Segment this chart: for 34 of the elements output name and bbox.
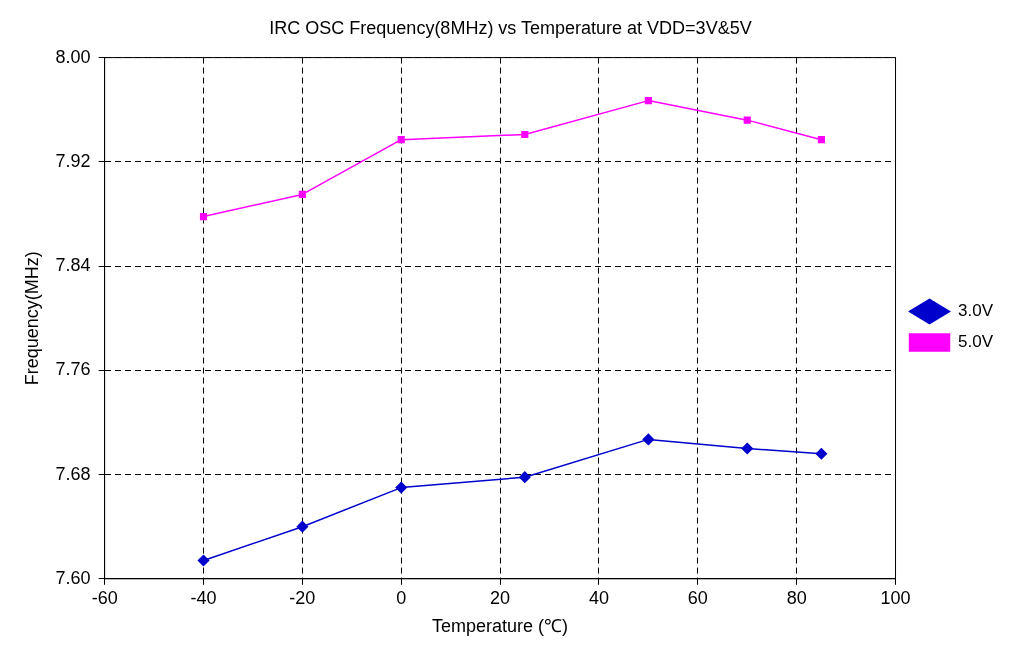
x-tick-label: 80 [786,587,807,608]
legend-label: 5.0V [958,332,994,352]
x-tick-label: -20 [289,587,316,608]
point [395,481,407,494]
point [298,190,306,198]
y-tick-label: 7.92 [55,150,91,171]
x-tick-label: 100 [880,587,911,608]
chart-title: IRC OSC Frequency(8MHz) vs Temperature at VDD=3V&5V [269,17,752,38]
y-axis-title: Frequency(MHz) [21,251,42,386]
y-tick-label: 7.68 [55,463,91,484]
x-tick-label: 0 [396,587,407,608]
point [199,212,208,221]
y-tick-label: 7.84 [55,255,91,276]
x-axis-title: Temperature (℃) [432,616,569,637]
y-tick-label: 7.76 [55,359,91,380]
y-tick-label: 7.60 [55,567,91,588]
x-tick-label: 40 [588,587,609,608]
point [743,116,751,124]
point [741,442,753,455]
point [644,97,652,105]
point [519,471,531,483]
y-tick-label: 8.00 [55,46,91,67]
x-tick-label: -40 [190,587,217,608]
point [521,130,529,139]
point [815,447,828,460]
x-tick-label: -60 [91,587,118,608]
point [197,554,210,567]
point [817,136,825,144]
x-tick-label: 60 [687,587,708,608]
point [642,433,655,446]
legend-label: 3.0V [958,301,994,321]
point [296,520,309,533]
point [397,136,405,144]
x-tick-label: 20 [490,587,511,608]
